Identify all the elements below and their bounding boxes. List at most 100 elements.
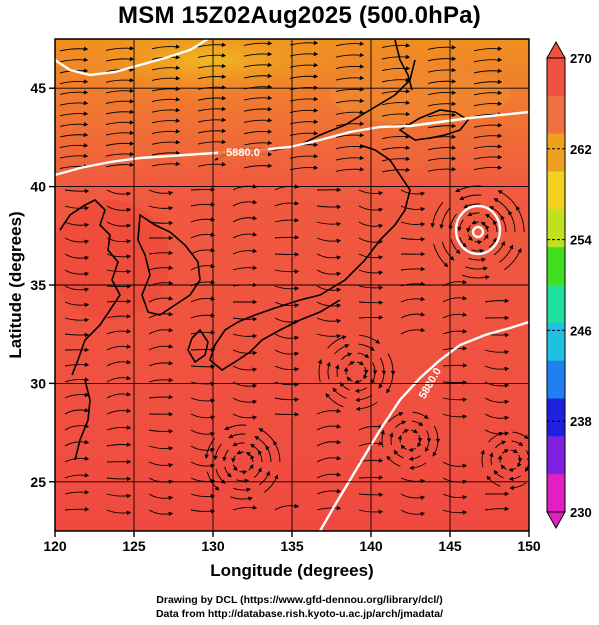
streamline xyxy=(197,128,227,134)
streamline xyxy=(64,332,90,338)
streamline xyxy=(230,496,253,501)
streamline xyxy=(457,219,464,232)
streamline xyxy=(197,63,227,69)
streamline xyxy=(381,111,411,117)
streamline xyxy=(358,221,384,229)
streamline xyxy=(64,205,90,211)
streamline xyxy=(484,429,510,436)
credit-data: Data from http://database.rish.kyoto-u.a… xyxy=(155,608,444,620)
streamline xyxy=(274,217,300,223)
streamline xyxy=(410,428,418,434)
streamline xyxy=(64,472,90,479)
streamline xyxy=(105,109,135,115)
streamline xyxy=(459,236,467,248)
streamline xyxy=(463,203,481,209)
streamline xyxy=(408,455,422,462)
streamline xyxy=(358,343,375,351)
y-tick-label: 30 xyxy=(30,375,46,391)
streamline xyxy=(232,349,258,356)
streamline xyxy=(148,205,174,211)
streamline xyxy=(534,460,538,475)
streamline xyxy=(151,86,181,92)
streamline xyxy=(484,349,510,355)
streamline xyxy=(471,248,485,254)
colorbar-label: 262 xyxy=(570,142,592,157)
streamline xyxy=(105,67,135,73)
streamline xyxy=(450,239,461,255)
streamline xyxy=(59,46,89,52)
streamline xyxy=(105,141,135,147)
streamline xyxy=(534,446,538,461)
streamline xyxy=(148,377,174,383)
streamline xyxy=(222,449,229,462)
streamline xyxy=(354,379,362,385)
streamline xyxy=(197,117,227,123)
streamline xyxy=(243,129,273,135)
streamline xyxy=(274,285,300,291)
streamline xyxy=(493,469,504,479)
coastlines xyxy=(59,39,470,461)
streamline xyxy=(106,359,132,367)
streamline xyxy=(400,312,426,319)
colorbar-frame xyxy=(546,57,566,513)
colorbar: 270 262 254 246 238 230 xyxy=(546,40,592,530)
streamline xyxy=(59,57,89,63)
streamline xyxy=(190,461,216,469)
streamline xyxy=(358,441,384,447)
colorbar-segment xyxy=(547,360,565,399)
colorbar-segment xyxy=(547,247,565,286)
streamline xyxy=(64,188,90,194)
streamline xyxy=(105,130,135,136)
streamline xyxy=(484,397,510,405)
streamline xyxy=(335,98,365,104)
streamline xyxy=(197,106,227,112)
streamline xyxy=(316,424,342,431)
streamline xyxy=(467,234,473,241)
streamline xyxy=(243,51,273,57)
streamline xyxy=(59,90,89,95)
streamline xyxy=(473,46,503,52)
colorbar-segment xyxy=(547,209,565,248)
y-axis: 25 30 35 40 45 xyxy=(30,80,55,490)
x-tick-label: 130 xyxy=(201,538,225,554)
y-tick-label: 25 xyxy=(30,474,46,490)
streamline xyxy=(248,463,254,471)
streamline xyxy=(105,99,135,104)
streamline xyxy=(197,85,227,90)
colorbar-segment xyxy=(547,474,565,513)
streamline xyxy=(358,492,384,498)
x-tick-label: 145 xyxy=(438,538,462,554)
streamline xyxy=(316,333,342,339)
streamline xyxy=(64,489,90,495)
streamline xyxy=(517,454,523,463)
streamline xyxy=(335,75,365,81)
streamline xyxy=(381,100,411,106)
streamline xyxy=(381,167,411,173)
streamline xyxy=(213,443,222,461)
streamline xyxy=(105,56,135,62)
streamline xyxy=(484,298,510,303)
streamline xyxy=(105,120,135,125)
streamline xyxy=(274,201,300,207)
streamline xyxy=(64,507,90,512)
streamline xyxy=(64,408,90,415)
streamline xyxy=(441,241,455,261)
streamline xyxy=(335,41,365,47)
streamline xyxy=(151,76,181,81)
streamline xyxy=(508,475,522,482)
streamline xyxy=(473,79,503,85)
streamline xyxy=(395,420,407,429)
streamline xyxy=(231,455,236,463)
y-tick-label: 40 xyxy=(30,179,46,195)
streamline xyxy=(148,394,174,400)
streamline xyxy=(190,232,216,239)
streamline xyxy=(64,439,90,447)
streamline xyxy=(473,122,503,128)
streamline xyxy=(427,67,457,73)
streamline xyxy=(197,95,227,101)
streamline xyxy=(316,204,342,210)
streamline xyxy=(411,420,424,427)
streamline xyxy=(64,237,90,244)
streamline xyxy=(236,478,250,484)
streamline xyxy=(335,155,365,161)
